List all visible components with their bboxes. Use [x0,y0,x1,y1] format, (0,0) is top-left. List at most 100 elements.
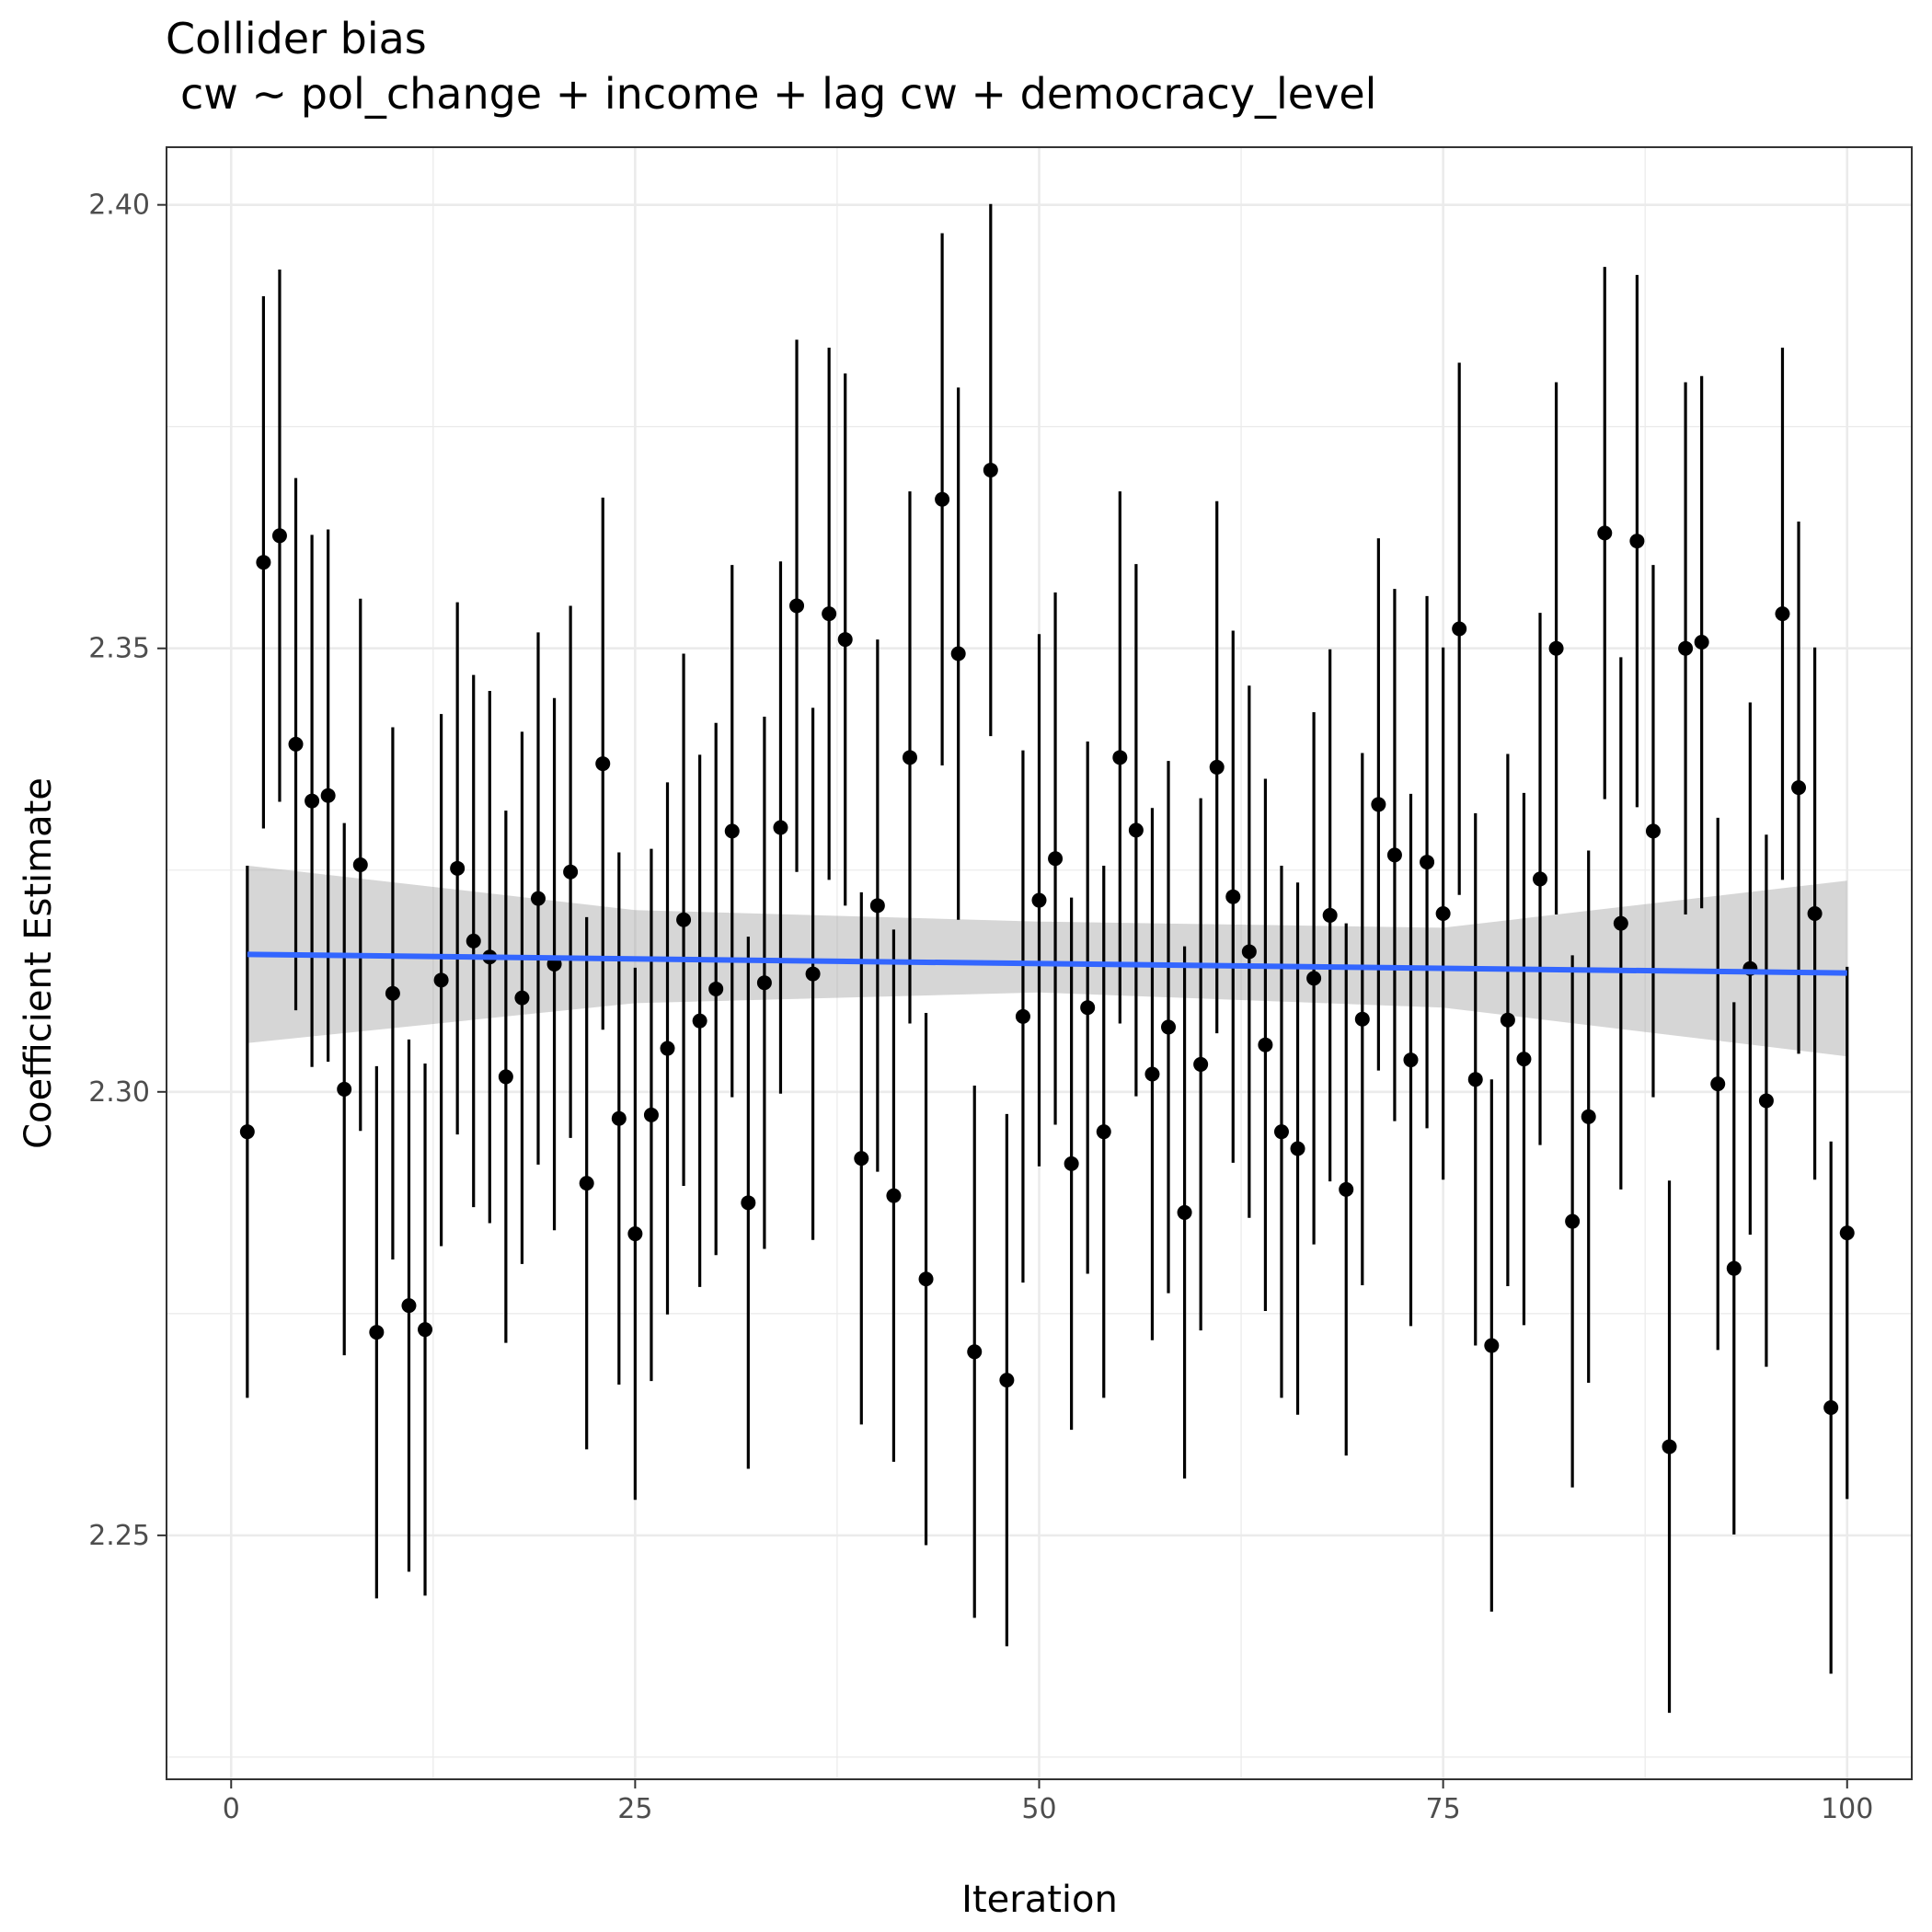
data-point [1807,906,1823,922]
data-point [1177,1204,1192,1220]
data-point [1015,1008,1030,1024]
data-point [1452,621,1467,637]
data-point [1548,640,1564,656]
x-axis: 0 25 50 75 100 [223,1779,1873,1825]
data-point [837,632,853,648]
data-point [595,756,611,772]
data-point [433,972,449,988]
data-point [854,1151,869,1167]
data-point [805,966,821,982]
y-axis-title: Coefficient Estimate [17,777,60,1149]
data-point [1823,1400,1839,1416]
data-point [1322,907,1338,923]
data-point [676,912,692,927]
x-tick-label: 25 [617,1793,652,1825]
data-point [1597,525,1613,541]
data-point [1048,851,1064,867]
data-point [514,990,530,1006]
data-point [1273,1124,1289,1140]
data-point [660,1041,675,1056]
x-axis-title: Iteration [961,1879,1118,1921]
data-point [369,1325,385,1340]
data-point [1339,1181,1354,1197]
data-point [1839,1225,1855,1241]
data-point [1710,1076,1726,1092]
data-point [450,860,466,876]
data-point [1484,1338,1500,1353]
data-point [1403,1052,1419,1068]
data-point [1306,971,1322,986]
data-point [724,823,740,839]
data-point [869,898,885,914]
x-tick-label: 100 [1821,1793,1873,1825]
data-point [466,933,481,949]
data-point [352,857,368,872]
data-point [822,606,837,622]
data-point [1112,750,1128,765]
data-point [967,1344,983,1360]
data-point [741,1195,756,1211]
data-point [1193,1056,1209,1072]
y-tick-label: 2.25 [88,1520,150,1552]
data-point [708,981,724,996]
data-point [1500,1012,1515,1028]
data-point [1064,1156,1079,1171]
data-point [288,736,304,752]
data-point [1613,915,1628,931]
data-point [886,1188,902,1203]
x-tick-label: 50 [1021,1793,1056,1825]
data-point [1533,871,1548,887]
data-point [320,788,336,803]
data-point [1096,1124,1111,1140]
x-tick-label: 0 [223,1793,240,1825]
data-point [1662,1439,1677,1455]
data-point [1209,759,1225,775]
data-point [950,646,966,661]
data-point [1225,889,1241,904]
y-tick-label: 2.30 [88,1076,150,1109]
data-point [756,975,772,991]
data-point [1080,1000,1096,1016]
data-point [999,1373,1015,1388]
data-point [385,985,400,1001]
data-point [1629,534,1645,549]
data-point [983,462,998,477]
data-point [1354,1011,1370,1027]
data-point [337,1081,352,1097]
data-point [1694,634,1709,650]
data-point [1161,1019,1177,1035]
data-point [773,820,788,835]
data-point [1031,892,1047,908]
data-point [1241,944,1257,960]
data-point [1516,1052,1532,1067]
data-point [643,1107,659,1122]
data-point [789,598,805,614]
data-point [239,1124,255,1140]
y-axis: 2.25 2.30 2.35 2.40 [88,190,167,1552]
data-point [1420,855,1435,870]
data-point [1678,640,1694,656]
data-point [271,528,287,544]
chart-title: Collider bias [166,14,427,63]
data-point [1791,780,1807,796]
data-point [692,1013,707,1029]
data-point [1371,797,1386,812]
fit-line-layer [247,951,1847,976]
y-tick-label: 2.40 [88,190,150,222]
data-point [1258,1037,1273,1052]
data-point [1726,1260,1742,1276]
data-point [1565,1213,1581,1229]
data-point [902,750,917,765]
data-point [256,555,271,570]
x-tick-label: 75 [1426,1793,1461,1825]
data-point [1467,1072,1483,1087]
data-point [1758,1093,1774,1109]
data-point [1290,1141,1305,1156]
data-point [1435,906,1451,922]
data-point [498,1069,513,1085]
data-point [579,1176,594,1191]
data-point [1144,1066,1160,1082]
data-point [563,864,579,880]
data-point [305,793,320,809]
data-point [1581,1109,1596,1124]
